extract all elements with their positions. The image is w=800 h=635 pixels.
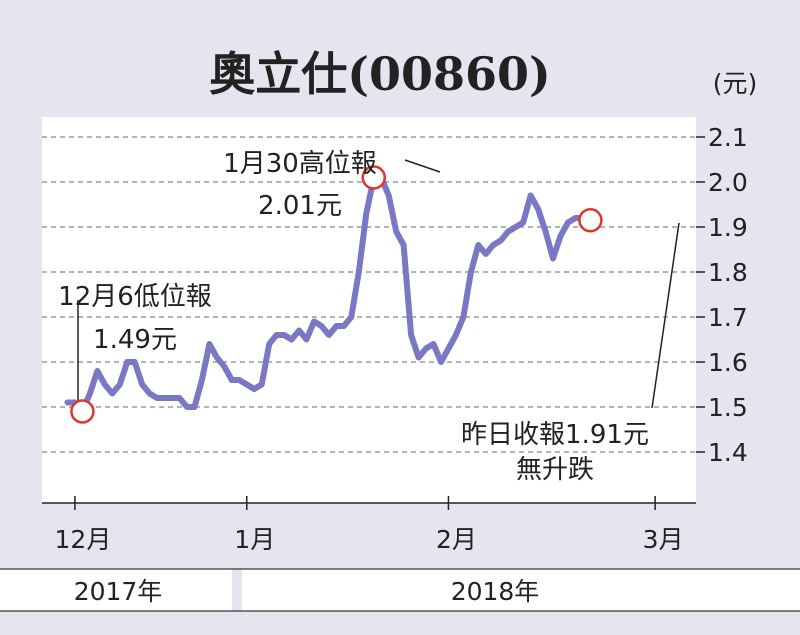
annotation-text-1-1: 1.49元	[93, 325, 177, 355]
x-tick-label-1: 1月	[234, 525, 275, 554]
x-axis-ticks: 12月 1月 2月 3月	[42, 496, 696, 554]
y-tick-label-4: 1.7	[708, 303, 748, 332]
annotation-leaders	[77, 159, 680, 409]
annotation-text-2-0: 昨日收報1.91元	[461, 420, 649, 450]
chart-title: 奧立仕(00860)	[209, 47, 551, 101]
y-tick-label-1: 2.0	[708, 168, 748, 197]
y-tick-label-3: 1.8	[708, 258, 748, 287]
year-label-2018: 2018年	[451, 577, 540, 606]
y-tick-label-5: 1.6	[708, 348, 748, 377]
x-tick-label-0: 12月	[55, 525, 112, 554]
annotation-marker-2	[578, 208, 603, 233]
y-tick-label-0: 2.1	[708, 123, 748, 152]
annotation-text-2-1: 無升跌	[516, 455, 594, 485]
series-line-0	[64, 318, 340, 415]
y-axis-ticks: 2.1 2.0 1.9 1.8 1.7 1.6 1.5 1.4	[696, 123, 748, 467]
annotation-marker-0	[361, 165, 387, 190]
y-tick-label-2: 1.9	[708, 213, 748, 242]
x-tick-label-3: 3月	[643, 525, 684, 554]
annotation-text-0-0: 1月30高位報	[223, 149, 377, 179]
annotation-leader-2	[651, 222, 680, 409]
annotation-leader-0	[404, 159, 441, 173]
y-tick-label-6: 1.5	[708, 393, 748, 422]
x-tick-label-2: 2月	[436, 525, 477, 554]
annotation-text-0-1: 2.01元	[258, 191, 342, 221]
annotation-markers	[70, 165, 603, 424]
annotation-text-1-0: 12月6低位報	[58, 282, 212, 312]
year-label-2017: 2017年	[74, 577, 163, 606]
year-cell-2018	[242, 569, 800, 611]
annotation-marker-1	[70, 399, 95, 424]
unit-label: (元)	[713, 69, 758, 98]
year-cell-2017	[0, 569, 232, 611]
y-tick-label-7: 1.4	[708, 438, 748, 467]
